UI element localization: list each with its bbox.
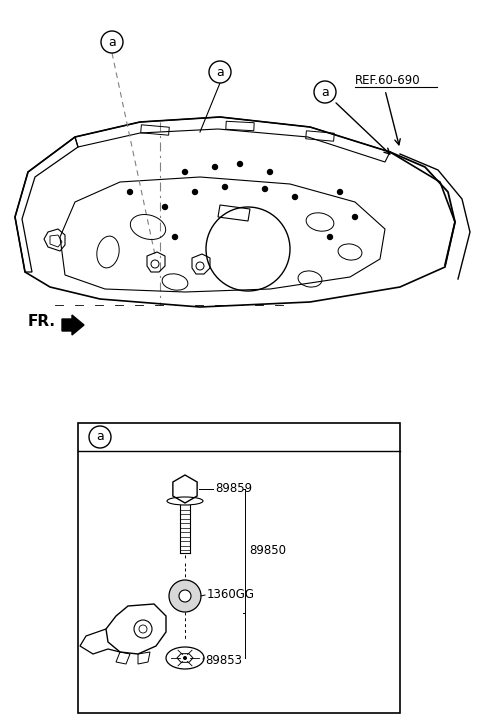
Circle shape bbox=[182, 169, 188, 174]
Circle shape bbox=[179, 590, 191, 602]
Circle shape bbox=[89, 426, 111, 448]
Circle shape bbox=[101, 31, 123, 53]
Text: a: a bbox=[108, 36, 116, 49]
Circle shape bbox=[209, 61, 231, 83]
Circle shape bbox=[327, 235, 333, 239]
Text: 89859: 89859 bbox=[215, 483, 252, 496]
Text: a: a bbox=[216, 65, 224, 79]
Circle shape bbox=[238, 161, 242, 166]
Circle shape bbox=[128, 190, 132, 195]
Circle shape bbox=[337, 190, 343, 195]
Text: 1360GG: 1360GG bbox=[207, 587, 255, 601]
Circle shape bbox=[314, 81, 336, 103]
Text: 89853: 89853 bbox=[205, 654, 242, 667]
Circle shape bbox=[352, 214, 358, 220]
Text: FR.: FR. bbox=[28, 315, 56, 329]
Circle shape bbox=[172, 235, 178, 239]
Polygon shape bbox=[62, 315, 84, 335]
Circle shape bbox=[192, 190, 197, 195]
Circle shape bbox=[169, 580, 201, 612]
Circle shape bbox=[213, 164, 217, 169]
Circle shape bbox=[223, 185, 228, 190]
Text: a: a bbox=[321, 86, 329, 98]
Circle shape bbox=[183, 656, 187, 660]
Text: 89850: 89850 bbox=[249, 545, 286, 558]
Circle shape bbox=[263, 187, 267, 191]
Circle shape bbox=[292, 195, 298, 199]
Circle shape bbox=[267, 169, 273, 174]
Text: a: a bbox=[96, 430, 104, 443]
Circle shape bbox=[163, 204, 168, 209]
Text: REF.60-690: REF.60-690 bbox=[355, 74, 420, 87]
